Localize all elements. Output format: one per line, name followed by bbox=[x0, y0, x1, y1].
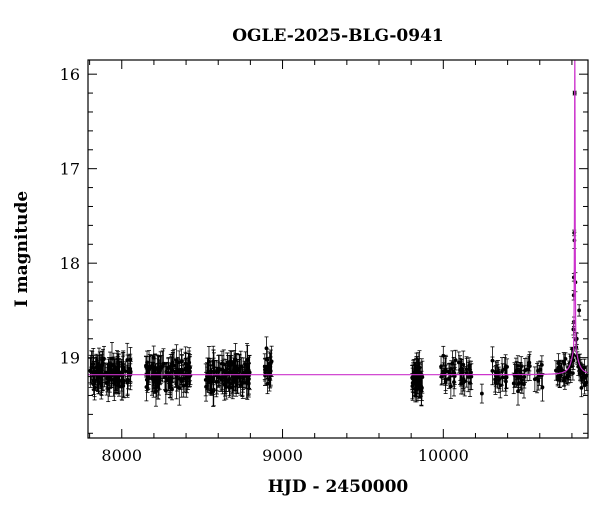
data-point bbox=[263, 358, 268, 386]
data-point bbox=[177, 360, 182, 381]
data-point bbox=[126, 354, 131, 390]
data-point bbox=[217, 354, 222, 386]
y-tick-label: 17 bbox=[60, 160, 80, 179]
model-curve-layer bbox=[88, 59, 589, 376]
data-point bbox=[577, 304, 582, 317]
data-point bbox=[566, 363, 571, 380]
data-point bbox=[515, 355, 520, 377]
data-point bbox=[127, 355, 132, 382]
data-point bbox=[450, 350, 455, 377]
data-point bbox=[164, 361, 169, 382]
data-point bbox=[185, 359, 190, 382]
data-point bbox=[493, 366, 498, 393]
data-point bbox=[264, 336, 269, 360]
y-tick-label: 19 bbox=[60, 349, 80, 368]
data-point bbox=[410, 365, 415, 401]
data-point bbox=[246, 363, 251, 395]
data-point bbox=[516, 376, 521, 406]
data-point bbox=[226, 372, 231, 392]
data-point bbox=[500, 363, 505, 392]
data-point bbox=[479, 383, 484, 404]
y-tick-label: 16 bbox=[60, 65, 80, 84]
data-point bbox=[498, 372, 503, 399]
x-tick-label: 8000 bbox=[101, 446, 142, 465]
data-point bbox=[173, 358, 178, 385]
data-point bbox=[562, 372, 567, 390]
data-point bbox=[105, 372, 110, 393]
data-point bbox=[225, 352, 230, 373]
data-point bbox=[234, 353, 239, 388]
data-point bbox=[214, 366, 219, 398]
data-point bbox=[121, 363, 126, 399]
data-point bbox=[458, 355, 463, 385]
data-point bbox=[571, 350, 576, 370]
y-axis-title: I magnitude bbox=[12, 191, 32, 308]
tick-labels: 8000 9000 10000 16 17 18 19 bbox=[60, 65, 469, 465]
data-point bbox=[88, 357, 93, 384]
data-point bbox=[237, 354, 242, 389]
data-point bbox=[211, 373, 216, 407]
data-point bbox=[464, 357, 469, 388]
data-point bbox=[540, 373, 545, 402]
data-point bbox=[518, 364, 523, 390]
axis-ticks bbox=[88, 60, 588, 438]
model-curve bbox=[88, 59, 589, 376]
data-point bbox=[187, 355, 192, 388]
data-point bbox=[144, 368, 149, 391]
data-point bbox=[115, 372, 120, 395]
data-point bbox=[119, 358, 124, 386]
data-point bbox=[553, 360, 558, 381]
y-tick-label: 18 bbox=[60, 254, 80, 273]
data-point bbox=[99, 372, 104, 395]
x-tick-label: 9000 bbox=[262, 446, 303, 465]
data-point bbox=[93, 358, 98, 386]
data-point bbox=[559, 362, 564, 379]
data-point bbox=[108, 351, 113, 382]
data-point bbox=[419, 370, 424, 407]
data-point bbox=[112, 360, 117, 382]
data-point bbox=[268, 356, 273, 386]
data-point bbox=[441, 345, 446, 366]
x-tick-label: 10000 bbox=[418, 446, 469, 465]
x-axis-title: HJD - 2450000 bbox=[268, 477, 409, 497]
data-point bbox=[170, 356, 175, 383]
data-point bbox=[564, 371, 569, 385]
data-point bbox=[220, 363, 225, 391]
data-point bbox=[447, 362, 452, 381]
data-point bbox=[240, 365, 245, 388]
plot-frame bbox=[87, 59, 589, 439]
data-point bbox=[469, 363, 474, 390]
data-point bbox=[522, 358, 527, 384]
data-point bbox=[532, 366, 537, 392]
data-point bbox=[157, 359, 162, 382]
data-point bbox=[92, 370, 97, 392]
data-point bbox=[490, 356, 495, 386]
data-point bbox=[216, 366, 221, 387]
data-point bbox=[224, 369, 229, 392]
data-point bbox=[504, 366, 509, 389]
data-points bbox=[88, 90, 589, 407]
data-point bbox=[416, 365, 421, 391]
data-point bbox=[149, 355, 154, 380]
data-point bbox=[265, 373, 270, 395]
chart-title: OGLE-2025-BLG-0941 bbox=[232, 26, 444, 46]
data-point bbox=[167, 376, 172, 398]
data-point bbox=[413, 375, 418, 403]
data-point bbox=[208, 364, 213, 391]
